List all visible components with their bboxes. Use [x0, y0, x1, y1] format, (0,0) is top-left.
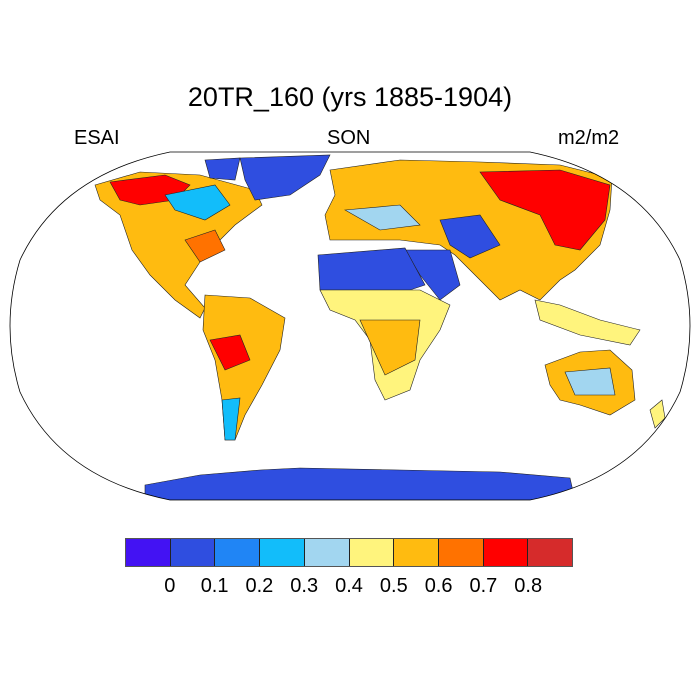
antarctica [144, 467, 576, 500]
units-label: m2/m2 [558, 127, 620, 149]
sa-red [209, 334, 251, 371]
variable-label: ESAI [74, 127, 120, 149]
colorbar-box [394, 539, 439, 566]
colorbar-tick-label: 0.7 [469, 575, 498, 597]
southeast-asia [534, 299, 641, 346]
colorbar-box [170, 539, 216, 566]
colorbar-tick-label: 0.2 [245, 575, 274, 597]
colorbar-box [483, 539, 529, 566]
sahara [317, 247, 426, 291]
colorbar-tick-label: 0.4 [335, 575, 363, 597]
sa-blue [221, 397, 241, 441]
colorbar-box [528, 539, 573, 566]
colorbar-tick-label: 0.6 [424, 575, 453, 597]
new-zealand [649, 399, 666, 429]
siberia-red [479, 169, 611, 251]
arctic-islands [204, 157, 241, 181]
colorbar-box [304, 539, 350, 566]
africa-orange [359, 319, 421, 376]
greenland [239, 154, 331, 201]
colorbar-tick-label: 0 [164, 575, 176, 597]
colorbar-box [349, 539, 395, 566]
canada-blue [164, 184, 231, 221]
australia-center [564, 367, 616, 396]
colorbar-box [260, 539, 305, 566]
colorbar-box [126, 539, 171, 566]
colorbar-tick-label: 0.1 [200, 575, 229, 597]
map-border [9, 151, 691, 501]
europe-light [344, 204, 421, 231]
colorbar-tick-label: 0.5 [379, 575, 408, 597]
colorbar-tick-label: 0.3 [290, 575, 319, 597]
central-asia-blue [439, 214, 501, 259]
south-america [202, 294, 286, 441]
season-label: SON [327, 127, 371, 149]
colorbar-box [438, 539, 484, 566]
colorbar-box [215, 539, 261, 566]
plot-title: 20TR_160 (yrs 1885-1904) [187, 82, 513, 112]
colorbar-tick-label: 0.8 [514, 575, 543, 597]
east-us-red [184, 229, 226, 263]
colorbar [125, 538, 573, 567]
